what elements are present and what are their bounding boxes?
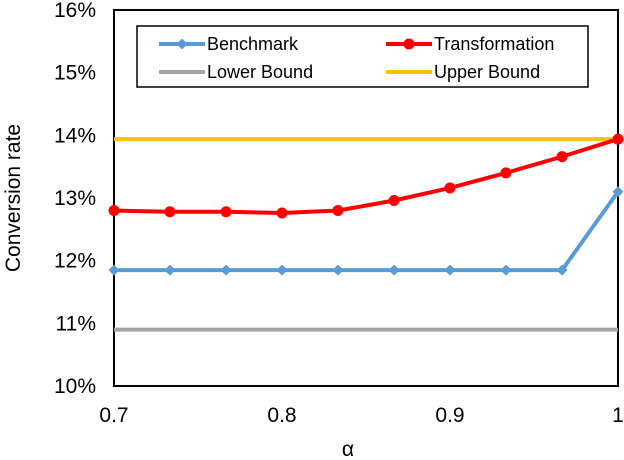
legend-marker [176,38,188,50]
legend-label: Transformation [434,34,554,54]
data-point-benchmark [444,264,456,276]
data-point-benchmark [612,186,624,198]
legend-label: Benchmark [207,34,299,54]
data-point-benchmark [500,264,512,276]
x-tick-label: 0.9 [435,404,464,427]
series-line-transformation [113,137,619,216]
legend-entry-upper-bound: Upper Bound [386,62,540,82]
data-point-transformation [108,205,120,217]
y-tick-label: 14% [54,124,96,147]
legend-label: Lower Bound [207,62,313,82]
y-tick-label: 11% [56,312,96,335]
legend: Benchmark Transformation Lower Bound Upper … [136,25,589,88]
data-point-transformation [500,167,512,179]
y-tick-label: 12% [54,250,96,273]
data-point-benchmark [276,264,288,276]
data-point-benchmark [220,264,232,276]
data-point-benchmark [164,264,176,276]
y-tick-label: 16% [54,0,96,22]
legend-items: Benchmark Transformation Lower Bound Upper … [159,34,554,82]
data-point-benchmark [332,264,344,276]
data-point-transformation [220,206,232,218]
data-point-benchmark [388,264,400,276]
series-line-benchmark [114,190,620,273]
data-point-transformation [612,133,624,145]
y-tick-label: 10% [54,375,96,398]
x-axis-title: α [342,438,354,460]
x-tick-label: 0.8 [267,404,296,427]
data-point-transformation [164,206,176,218]
data-point-transformation [332,205,344,217]
x-axis-ticks: 0.7 0.8 0.9 1 [99,404,623,427]
y-axis-title: Conversion rate [2,124,25,272]
y-axis-ticks: 10% 11% 12% 13% 14% 15% 16% [54,0,96,398]
data-point-transformation [388,195,400,207]
data-point-transformation [556,151,568,163]
series-transformation [108,133,624,219]
legend-marker [403,38,415,50]
x-tick-label: 1 [612,404,624,427]
data-point-transformation [444,182,456,194]
legend-label: Upper Bound [434,62,540,82]
y-tick-label: 13% [54,187,96,210]
x-tick-label: 0.7 [99,404,128,427]
legend-entry-transformation: Transformation [386,34,554,54]
legend-entry-lower-bound: Lower Bound [159,62,313,82]
series-layer [108,133,624,332]
y-tick-label: 15% [54,62,96,85]
legend-box [136,25,589,88]
data-point-benchmark [556,264,568,276]
data-point-transformation [276,207,288,219]
legend-entry-benchmark: Benchmark [159,34,299,54]
series-benchmark [108,186,624,276]
data-point-benchmark [108,264,120,276]
